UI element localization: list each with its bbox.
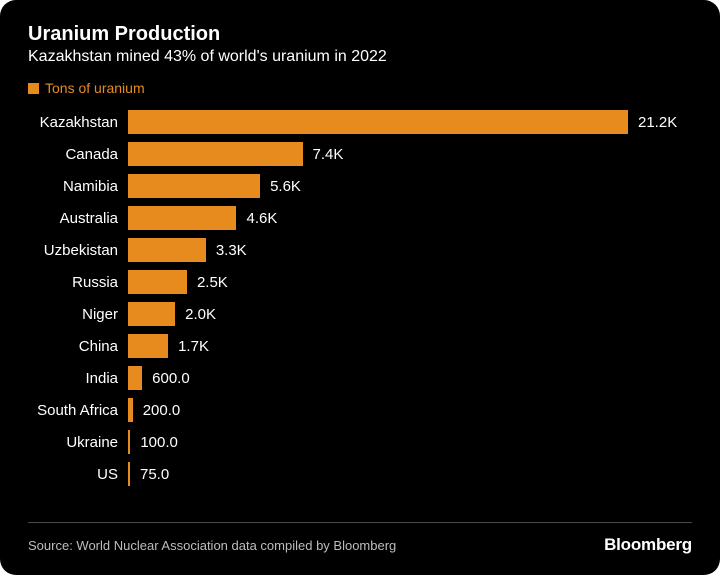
value-label: 100.0 xyxy=(140,434,178,451)
legend-label: Tons of uranium xyxy=(45,80,145,96)
value-label: 21.2K xyxy=(638,114,677,131)
bar-row: Australia 4.6K xyxy=(28,202,692,234)
bar xyxy=(128,206,236,230)
bar-row: South Africa 200.0 xyxy=(28,394,692,426)
value-label: 4.6K xyxy=(246,210,277,227)
bar-area: 5.6K xyxy=(128,170,692,202)
bar-row: China 1.7K xyxy=(28,330,692,362)
bar-area: 21.2K xyxy=(128,106,692,138)
footer-divider xyxy=(28,522,692,523)
bar xyxy=(128,238,206,262)
bar xyxy=(128,174,260,198)
bar xyxy=(128,302,175,326)
bar-area: 3.3K xyxy=(128,234,692,266)
bar-area: 600.0 xyxy=(128,362,692,394)
legend-swatch xyxy=(28,83,39,94)
bar-row: Kazakhstan 21.2K xyxy=(28,106,692,138)
value-label: 200.0 xyxy=(143,402,181,419)
value-label: 2.5K xyxy=(197,274,228,291)
category-label: Russia xyxy=(28,274,128,291)
chart-title: Uranium Production xyxy=(28,22,692,46)
bar-area: 200.0 xyxy=(128,394,692,426)
value-label: 7.4K xyxy=(313,146,344,163)
category-label: Canada xyxy=(28,146,128,163)
bar-row: Niger 2.0K xyxy=(28,298,692,330)
bar-row: India 600.0 xyxy=(28,362,692,394)
source-text: Source: World Nuclear Association data c… xyxy=(28,538,396,553)
category-label: US xyxy=(28,466,128,483)
category-label: South Africa xyxy=(28,402,128,419)
bar xyxy=(128,430,130,454)
category-label: India xyxy=(28,370,128,387)
value-label: 2.0K xyxy=(185,306,216,323)
value-label: 75.0 xyxy=(140,466,169,483)
value-label: 5.6K xyxy=(270,178,301,195)
category-label: Kazakhstan xyxy=(28,114,128,131)
bar xyxy=(128,334,168,358)
chart-subtitle: Kazakhstan mined 43% of world's uranium … xyxy=(28,48,692,66)
footer: Source: World Nuclear Association data c… xyxy=(28,535,692,555)
value-label: 600.0 xyxy=(152,370,190,387)
bar xyxy=(128,462,130,486)
bar-row: Uzbekistan 3.3K xyxy=(28,234,692,266)
bar-row: Namibia 5.6K xyxy=(28,170,692,202)
bar xyxy=(128,142,303,166)
chart-card: Uranium Production Kazakhstan mined 43% … xyxy=(0,0,720,575)
value-label: 3.3K xyxy=(216,242,247,259)
bar-area: 4.6K xyxy=(128,202,692,234)
category-label: China xyxy=(28,338,128,355)
category-label: Namibia xyxy=(28,178,128,195)
brand-logo: Bloomberg xyxy=(604,535,692,555)
bar-row: US 75.0 xyxy=(28,458,692,490)
bar xyxy=(128,110,628,134)
bar-row: Ukraine 100.0 xyxy=(28,426,692,458)
bar-area: 2.5K xyxy=(128,266,692,298)
bar-area: 2.0K xyxy=(128,298,692,330)
legend: Tons of uranium xyxy=(28,80,692,96)
bar xyxy=(128,270,187,294)
bar-area: 75.0 xyxy=(128,458,692,490)
bar-chart: Kazakhstan 21.2K Canada 7.4K Namibia 5.6K Aust… xyxy=(28,106,692,490)
category-label: Uzbekistan xyxy=(28,242,128,259)
bar-row: Russia 2.5K xyxy=(28,266,692,298)
bar-area: 1.7K xyxy=(128,330,692,362)
bar xyxy=(128,398,133,422)
category-label: Australia xyxy=(28,210,128,227)
bar-area: 7.4K xyxy=(128,138,692,170)
category-label: Niger xyxy=(28,306,128,323)
bar-area: 100.0 xyxy=(128,426,692,458)
category-label: Ukraine xyxy=(28,434,128,451)
value-label: 1.7K xyxy=(178,338,209,355)
bar xyxy=(128,366,142,390)
bar-row: Canada 7.4K xyxy=(28,138,692,170)
